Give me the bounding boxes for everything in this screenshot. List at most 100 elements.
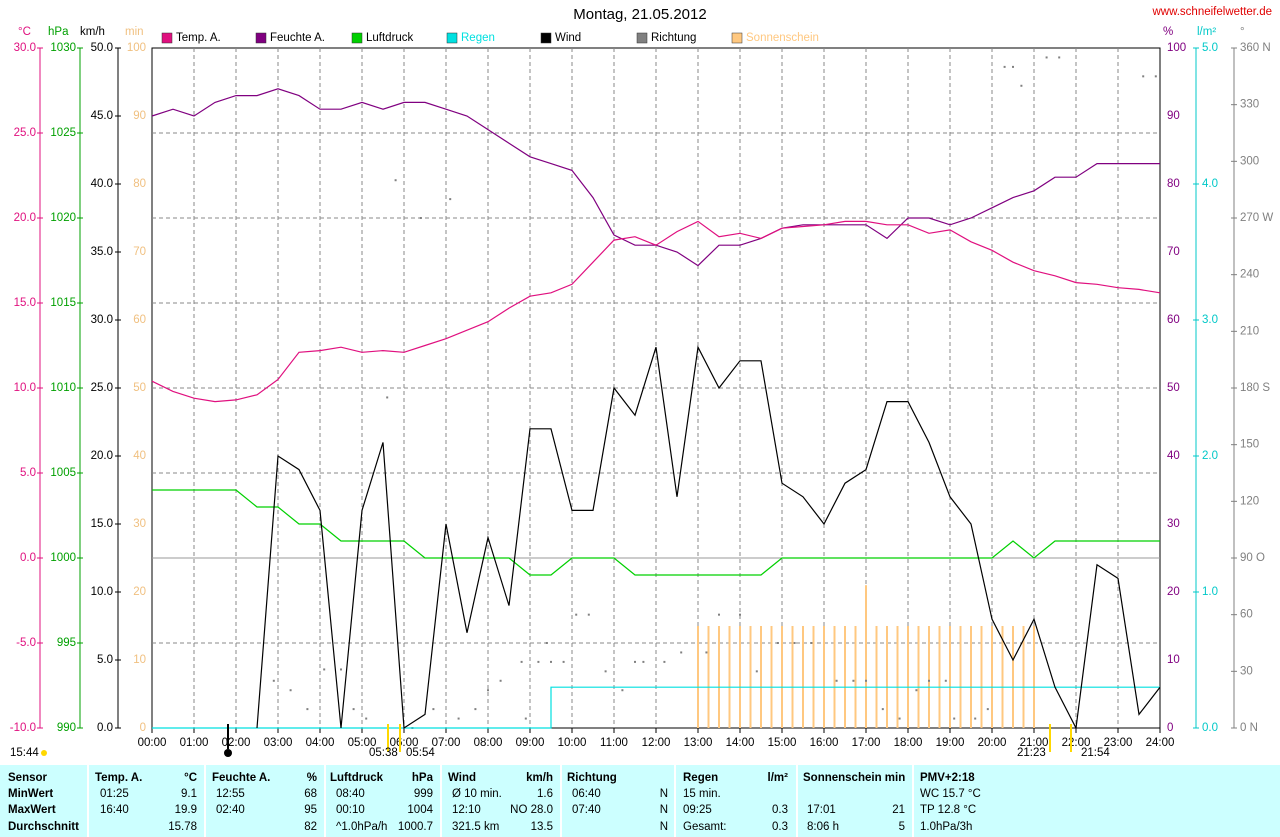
y-tick-label: 3.0 <box>1202 314 1218 326</box>
row-label: MinWert <box>8 788 53 800</box>
table-cell: 21 <box>892 804 905 816</box>
sun-bar <box>959 626 962 728</box>
table-cell: N <box>660 788 668 800</box>
legend-label: Luftdruck <box>366 32 414 44</box>
direction-point <box>474 708 477 711</box>
direction-point <box>835 679 838 682</box>
table-cell: ^1.0hPa/h <box>336 821 387 833</box>
y-tick-label: 0.0 <box>1202 722 1218 734</box>
direction-point <box>587 613 590 616</box>
sun-bar <box>718 626 720 728</box>
table-cell: 1.0hPa/3h <box>920 821 972 833</box>
direction-point <box>323 668 326 671</box>
sun-bar <box>823 626 825 728</box>
direction-point <box>432 708 435 711</box>
table-unit: km/h <box>526 772 553 784</box>
y-tick-label: 60 <box>133 314 146 326</box>
y-tick-label: 100 <box>127 42 146 54</box>
table-header: PMV+2:18 <box>920 772 975 784</box>
direction-point <box>852 679 855 682</box>
table-bg <box>0 765 1280 837</box>
x-tick-label: 16:00 <box>810 737 839 749</box>
direction-point <box>562 660 565 663</box>
table-unit: hPa <box>412 772 434 784</box>
direction-point <box>705 651 708 654</box>
row-label: MaxWert <box>8 804 56 816</box>
table-cell: 5 <box>899 821 905 833</box>
y-tick-label: 60 <box>1240 609 1253 621</box>
direction-point <box>1154 75 1157 78</box>
direction-point <box>1003 65 1006 68</box>
table-cell: 321.5 km <box>452 821 499 833</box>
source: www.schneifelwetter.de <box>1151 6 1272 18</box>
table-cell: 00:10 <box>336 804 365 816</box>
table-unit: l/m² <box>768 772 789 784</box>
table-cell: 1000.7 <box>398 821 433 833</box>
y-tick-label: 40 <box>1167 450 1180 462</box>
table-cell: N <box>660 804 668 816</box>
sun-bar <box>865 585 867 728</box>
direction-point <box>449 198 452 201</box>
legend-label: Feuchte A. <box>270 32 325 44</box>
sun-bar <box>980 626 983 728</box>
table-cell: 08:40 <box>336 788 365 800</box>
legend-swatch <box>636 32 648 44</box>
x-tick-label: 07:00 <box>432 737 461 749</box>
x-tick-label: 02:00 <box>222 737 251 749</box>
sun-bar <box>728 626 731 728</box>
y-tick-label: 0 <box>1167 722 1173 734</box>
sun-bar <box>896 626 899 728</box>
table-cell: 8:06 h <box>807 821 839 833</box>
y-tick-label: 0 <box>140 722 146 734</box>
direction-point <box>776 642 779 644</box>
x-tick-label: 17:00 <box>852 737 881 749</box>
y-tick-label: 990 <box>57 722 76 734</box>
table-cell: 13.5 <box>531 821 553 833</box>
y-tick-label: 330 <box>1240 99 1259 111</box>
sun-bar <box>1022 626 1025 728</box>
legend-swatch <box>161 32 173 44</box>
x-tick-label: 20:00 <box>978 737 1007 749</box>
y-tick-label: 80 <box>133 178 146 190</box>
direction-point <box>1012 65 1014 68</box>
direction-point <box>755 670 758 673</box>
x-tick-label: 04:00 <box>306 737 335 749</box>
y-tick-label: 30 <box>1167 518 1180 530</box>
direction-point <box>642 660 645 663</box>
table-cell: 0.3 <box>772 821 788 833</box>
sun-bar <box>844 626 846 728</box>
table-cell: WC 15.7 °C <box>920 788 981 800</box>
x-tick-label: 01:00 <box>180 737 209 749</box>
y-tick-label: 30 <box>1240 665 1253 677</box>
legend-swatch <box>446 32 458 44</box>
sun-bar <box>760 626 762 728</box>
table-header: Luftdruck <box>330 772 384 784</box>
y-tick-label: 70 <box>133 246 146 258</box>
direction-point <box>881 708 884 711</box>
y-tick-label: 80 <box>1167 178 1180 190</box>
sun-bar <box>1001 626 1004 728</box>
table-header: Richtung <box>567 772 617 784</box>
y-tick-label: 0.0 <box>20 552 36 564</box>
y-tick-label: 10.0 <box>91 586 113 598</box>
direction-point <box>386 396 389 399</box>
annotation: 05:38 <box>369 747 398 759</box>
table-cell: NO 28.0 <box>510 804 553 816</box>
y-tick-label: 35.0 <box>91 246 113 258</box>
y-tick-label: 20.0 <box>91 450 113 462</box>
y-tick-label: 15.0 <box>91 518 113 530</box>
x-tick-label: 18:00 <box>894 737 923 749</box>
table-cell: 09:25 <box>683 804 712 816</box>
direction-point <box>793 642 796 644</box>
y-tick-label: 150 <box>1240 439 1259 451</box>
y-tick-label: 30.0 <box>14 42 36 54</box>
y-tick-label: 1015 <box>50 297 76 309</box>
sun-bar <box>991 626 993 728</box>
table-cell: 1004 <box>407 804 433 816</box>
direction-point <box>352 708 355 711</box>
direction-point <box>487 689 489 692</box>
table-cell: 17:01 <box>807 804 836 816</box>
y-tick-label: 50 <box>133 382 146 394</box>
table-cell: 999 <box>414 788 433 800</box>
